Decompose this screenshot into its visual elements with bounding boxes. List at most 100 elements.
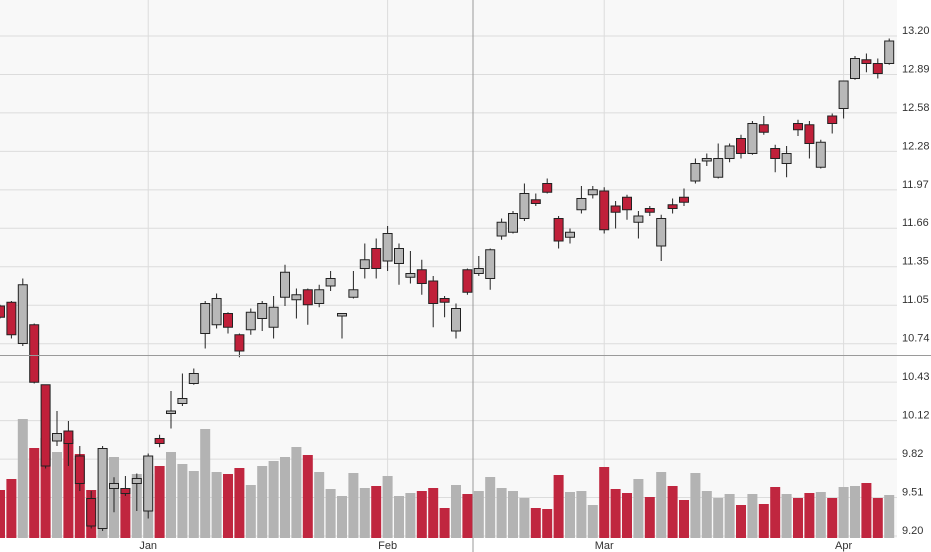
volume-bar [781, 494, 792, 538]
volume-bar [291, 447, 302, 538]
volume-bar [872, 498, 883, 538]
candle-body [451, 308, 461, 332]
volume-bar [154, 466, 165, 538]
volume-bar [667, 486, 678, 538]
candle-body [553, 218, 564, 242]
volume-bar [29, 448, 40, 538]
candle-body [371, 248, 382, 269]
volume-bar [496, 488, 507, 538]
candle-body [872, 63, 883, 74]
volume-bar [633, 479, 644, 538]
candle-body [245, 311, 256, 331]
candle-body [781, 153, 792, 164]
volume-bar [280, 457, 290, 538]
candle-body [599, 190, 610, 231]
volume-bar [542, 509, 553, 538]
y-tick-label: 9.51 [902, 486, 923, 498]
plot-area [0, 0, 897, 538]
volume-bar [371, 486, 382, 538]
candle-body [565, 231, 575, 238]
candle-body [861, 59, 872, 64]
candle-body [679, 196, 689, 203]
volume-bar [565, 492, 575, 538]
candle-body [428, 280, 439, 304]
candle-body [576, 198, 587, 211]
volume-bar [382, 476, 393, 538]
candle-body [268, 306, 279, 328]
volume-bar [519, 498, 530, 538]
candle-body [736, 138, 746, 154]
volume-bar [302, 455, 313, 538]
candle-body [690, 163, 701, 182]
candle-body [405, 273, 416, 278]
y-tick-label: 10.43 [902, 371, 930, 383]
volume-bar [473, 491, 484, 538]
volume-bar [815, 492, 826, 538]
candle-body [804, 124, 815, 144]
candle-body [644, 208, 655, 213]
candle-body [86, 498, 97, 527]
candle-body [143, 455, 154, 512]
volume-bar [770, 487, 781, 538]
candle-body [827, 115, 838, 124]
volume-bar [439, 508, 450, 538]
axis-labels: 9.20 9.51 9.82 10.12 10.43 10.74 11.05 11.35 11.… [139, 25, 929, 552]
candle-body [713, 158, 724, 178]
volume-bar [679, 500, 689, 538]
candle-body [280, 271, 290, 298]
candle-body [815, 141, 826, 168]
y-tick-label: 12.89 [902, 63, 930, 75]
volume-bar [348, 473, 359, 538]
candle-body [667, 204, 678, 209]
candle-body [462, 269, 473, 293]
volume-bar [747, 494, 758, 538]
candle-body [850, 58, 860, 79]
volume-bar [359, 488, 370, 538]
volume-bar [644, 497, 655, 538]
candle-body [211, 298, 222, 326]
volume-bar [166, 452, 176, 538]
x-tick-label: Jan [139, 540, 157, 552]
candle-body [496, 221, 507, 237]
volume-bar [120, 488, 131, 538]
candle-body [325, 278, 336, 287]
volume-bar [530, 508, 541, 538]
candle-body [656, 218, 667, 247]
x-tick-label: Feb [378, 540, 397, 552]
y-tick-label: 13.20 [902, 25, 930, 37]
volume-bar [827, 498, 838, 538]
volume-bar [701, 491, 712, 538]
candle-layer [0, 38, 895, 531]
volume-bar [553, 475, 564, 538]
y-tick-label: 12.58 [902, 102, 930, 114]
candle-body [519, 193, 530, 219]
volume-bar [245, 485, 256, 538]
candle-body [302, 289, 313, 306]
volume-bar [40, 438, 51, 538]
volume-bar [268, 461, 279, 538]
candle-body [542, 183, 553, 193]
candle-body [473, 268, 484, 274]
candle-body [622, 196, 632, 211]
y-tick-label: 9.20 [902, 525, 923, 537]
candle-body [587, 189, 598, 196]
candle-body [724, 145, 735, 159]
volume-bar [508, 491, 518, 538]
volume-bar [394, 496, 404, 538]
candle-body [6, 301, 17, 336]
x-tick-label: Apr [835, 540, 852, 552]
volume-bar [804, 493, 815, 538]
volume-bar [587, 505, 598, 538]
candle-body [188, 373, 199, 384]
candle-body [530, 199, 541, 204]
candle-body [793, 123, 803, 131]
volume-bar [177, 464, 188, 538]
y-tick-label: 10.12 [902, 410, 930, 422]
volume-bar [838, 487, 849, 538]
candle-body [359, 259, 370, 269]
candle-body [701, 158, 712, 162]
volume-bar [17, 419, 28, 538]
volume-bar [325, 489, 336, 538]
volume-bar [451, 485, 461, 538]
